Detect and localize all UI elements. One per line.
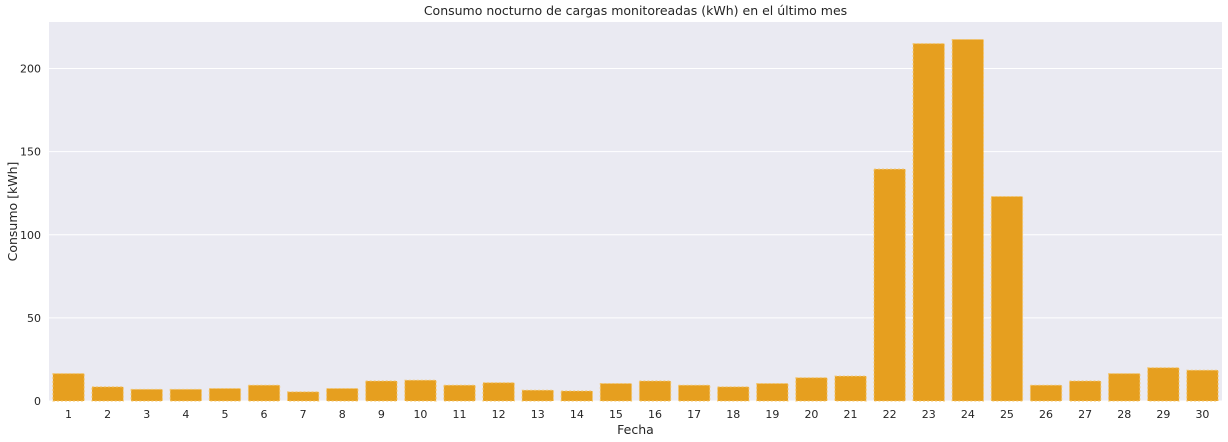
x-axis-label: Fecha [617, 422, 654, 437]
y-axis-label: Consumo [kWh] [5, 162, 20, 262]
bar [756, 383, 789, 402]
bar [912, 43, 945, 402]
x-tick-label: 27 [1078, 408, 1092, 421]
x-axis-ticks: 1 2 3 4 5 6 7 8 9 10 11 12 13 14 15 16 17 18 19 20 21 22 23 24 2… [65, 408, 1209, 421]
x-tick-label: 3 [143, 408, 150, 421]
bar [1029, 384, 1063, 402]
x-tick-label: 21 [844, 408, 858, 421]
bar [678, 384, 711, 402]
bar [599, 383, 633, 402]
bar [52, 373, 85, 402]
x-tick-label: 14 [570, 408, 584, 421]
bar [873, 168, 906, 402]
bar [717, 386, 750, 402]
bar [1069, 380, 1102, 402]
x-tick-label: 30 [1195, 408, 1209, 421]
bar [91, 386, 124, 402]
bar [130, 388, 163, 402]
x-tick-label: 24 [961, 408, 975, 421]
x-tick-label: 26 [1039, 408, 1053, 421]
x-tick-label: 12 [492, 408, 506, 421]
bar [1186, 369, 1219, 402]
x-tick-label: 29 [1156, 408, 1170, 421]
y-tick-label: 50 [27, 312, 41, 325]
x-tick-label: 20 [804, 408, 818, 421]
x-tick-label: 1 [65, 408, 72, 421]
bar [326, 388, 359, 402]
x-tick-label: 4 [182, 408, 189, 421]
bar [834, 375, 867, 402]
y-axis-ticks: 0 50 100 150 200 [20, 63, 41, 408]
bar [169, 388, 202, 402]
bar [482, 382, 515, 402]
x-tick-label: 11 [453, 408, 467, 421]
x-tick-label: 25 [1000, 408, 1014, 421]
bar [404, 379, 437, 402]
bar [1147, 367, 1180, 402]
y-tick-label: 100 [20, 229, 41, 242]
x-tick-label: 16 [648, 408, 662, 421]
x-tick-label: 5 [221, 408, 228, 421]
bar [247, 384, 281, 402]
bars [52, 38, 1219, 402]
bar [795, 377, 828, 402]
bar [951, 38, 984, 402]
y-tick-label: 0 [34, 395, 41, 408]
bar [208, 388, 242, 402]
x-tick-label: 8 [339, 408, 346, 421]
bar [521, 389, 554, 402]
chart-title: Consumo nocturno de cargas monitoreadas … [424, 3, 847, 18]
bar [287, 391, 320, 402]
x-tick-label: 9 [378, 408, 385, 421]
y-tick-label: 150 [20, 146, 41, 159]
bar [365, 380, 398, 402]
plot-area [49, 22, 1222, 401]
x-tick-label: 22 [883, 408, 897, 421]
bar [990, 196, 1024, 402]
x-tick-label: 13 [531, 408, 545, 421]
x-tick-label: 7 [300, 408, 307, 421]
x-tick-label: 18 [726, 408, 740, 421]
x-tick-label: 23 [922, 408, 936, 421]
bar [638, 380, 672, 402]
x-tick-label: 17 [687, 408, 701, 421]
gridlines [49, 68, 1222, 402]
bar [443, 384, 476, 402]
bar [1108, 373, 1141, 402]
y-tick-label: 200 [20, 63, 41, 76]
x-tick-label: 6 [261, 408, 268, 421]
bar [560, 390, 593, 402]
x-tick-label: 10 [413, 408, 427, 421]
x-tick-label: 28 [1117, 408, 1131, 421]
x-tick-label: 15 [609, 408, 623, 421]
x-tick-label: 19 [765, 408, 779, 421]
x-tick-label: 2 [104, 408, 111, 421]
